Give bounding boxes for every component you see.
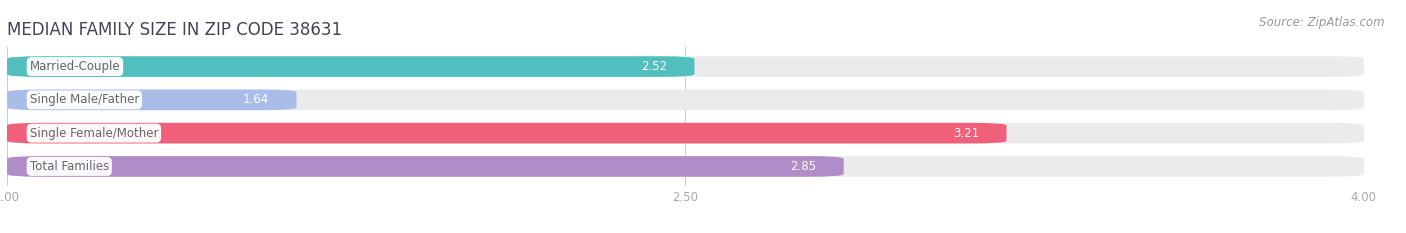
Text: 1.64: 1.64 bbox=[243, 93, 270, 106]
Text: Total Families: Total Families bbox=[30, 160, 108, 173]
FancyBboxPatch shape bbox=[7, 89, 297, 110]
FancyBboxPatch shape bbox=[7, 89, 1364, 110]
FancyBboxPatch shape bbox=[7, 56, 695, 77]
FancyBboxPatch shape bbox=[7, 156, 844, 177]
Text: 2.85: 2.85 bbox=[790, 160, 817, 173]
Text: 2.52: 2.52 bbox=[641, 60, 668, 73]
Text: 3.21: 3.21 bbox=[953, 127, 980, 140]
Text: MEDIAN FAMILY SIZE IN ZIP CODE 38631: MEDIAN FAMILY SIZE IN ZIP CODE 38631 bbox=[7, 21, 342, 39]
Text: Single Female/Mother: Single Female/Mother bbox=[30, 127, 157, 140]
Text: Source: ZipAtlas.com: Source: ZipAtlas.com bbox=[1260, 16, 1385, 29]
Text: Married-Couple: Married-Couple bbox=[30, 60, 121, 73]
FancyBboxPatch shape bbox=[7, 123, 1364, 144]
Text: Single Male/Father: Single Male/Father bbox=[30, 93, 139, 106]
FancyBboxPatch shape bbox=[7, 56, 1364, 77]
FancyBboxPatch shape bbox=[7, 156, 1364, 177]
FancyBboxPatch shape bbox=[7, 123, 1007, 144]
